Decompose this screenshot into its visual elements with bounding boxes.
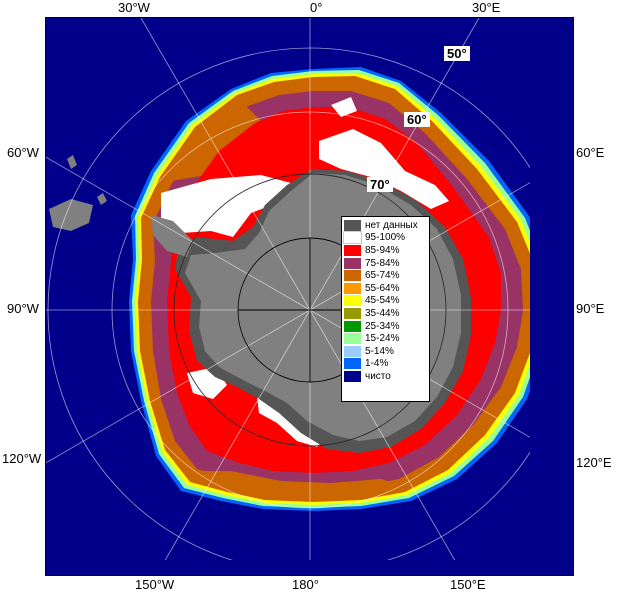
legend-label: 55-64% bbox=[365, 282, 400, 294]
lon-label-90w-left: 90°W bbox=[7, 301, 39, 316]
legend-item: 55-64% bbox=[344, 282, 429, 295]
legend-swatch bbox=[343, 231, 362, 245]
lat-label-50: 50° bbox=[444, 46, 470, 61]
graticule bbox=[46, 18, 530, 560]
lon-label-150e-bottom: 150°E bbox=[450, 577, 486, 592]
legend-swatch bbox=[344, 295, 361, 307]
legend-label: чисто bbox=[365, 370, 391, 382]
south-america-fragment bbox=[49, 199, 93, 231]
legend-swatch bbox=[344, 333, 361, 345]
legend-label: 95-100% bbox=[365, 232, 406, 244]
legend-item: 1-4% bbox=[344, 358, 429, 371]
antarctic-peninsula bbox=[151, 215, 193, 257]
legend-item: 75-84% bbox=[344, 257, 429, 270]
concentration-legend: нет данных 95-100% 85-94% 75-84% 65-74% 55-64… bbox=[341, 216, 430, 402]
legend-swatch bbox=[344, 370, 361, 382]
map-frame bbox=[45, 17, 574, 576]
legend-label: нет данных bbox=[365, 219, 418, 231]
lon-label-150w-bottom: 150°W bbox=[135, 577, 175, 592]
lon-label-30e-top: 30°E bbox=[472, 0, 501, 15]
lat-label-60: 60° bbox=[404, 112, 430, 127]
legend-swatch bbox=[344, 307, 361, 319]
ice-patch-65-74-south bbox=[201, 471, 401, 493]
lon-label-0-top: 0° bbox=[310, 0, 323, 15]
ice-patch-95-100-east bbox=[319, 129, 449, 209]
legend-swatch bbox=[344, 257, 361, 269]
legend-label: 1-4% bbox=[365, 358, 389, 370]
legend-swatch bbox=[344, 244, 361, 256]
lat-label-70: 70° bbox=[367, 177, 393, 192]
lon-label-180-bottom: 180° bbox=[292, 577, 319, 592]
legend-swatch bbox=[344, 282, 361, 294]
legend-label: 85-94% bbox=[365, 244, 400, 256]
ice-patch-65-74-northwest bbox=[171, 101, 261, 181]
legend-item: 65-74% bbox=[344, 269, 429, 282]
legend-label: 45-54% bbox=[365, 295, 400, 307]
legend-swatch bbox=[344, 219, 361, 231]
inner-graticule bbox=[173, 173, 447, 447]
legend-swatch bbox=[344, 320, 361, 332]
legend-label: 35-44% bbox=[365, 307, 400, 319]
lon-label-120w-left: 120°W bbox=[2, 451, 42, 466]
ice-patch-95-100-weddell bbox=[161, 175, 291, 237]
lon-label-60e-right: 60°E bbox=[576, 145, 605, 160]
legend-label: 15-24% bbox=[365, 333, 400, 345]
sea-ice-map bbox=[46, 18, 530, 560]
legend-item: 45-54% bbox=[344, 295, 429, 308]
legend-label: 65-74% bbox=[365, 270, 400, 282]
legend-label: 5-14% bbox=[365, 345, 394, 357]
lon-label-30w-top: 30°W bbox=[118, 0, 150, 15]
legend-item: 85-94% bbox=[344, 244, 429, 257]
legend-item: нет данных bbox=[344, 219, 429, 232]
legend-item: 15-24% bbox=[344, 332, 429, 345]
lon-label-60w-left: 60°W bbox=[7, 145, 39, 160]
ice-patch-95-100-small bbox=[331, 97, 357, 117]
legend-item: чисто bbox=[344, 370, 429, 383]
legend-label: 75-84% bbox=[365, 257, 400, 269]
legend-swatch bbox=[344, 270, 361, 282]
legend-item: 25-34% bbox=[344, 320, 429, 333]
lon-label-90e-right: 90°E bbox=[576, 301, 605, 316]
lon-label-120e-right: 120°E bbox=[576, 455, 612, 470]
legend-swatch bbox=[344, 345, 361, 357]
south-america-islands bbox=[67, 155, 107, 205]
legend-swatch bbox=[344, 358, 361, 370]
legend-item: 35-44% bbox=[344, 307, 429, 320]
legend-item: 5-14% bbox=[344, 345, 429, 358]
legend-label: 25-34% bbox=[365, 320, 400, 332]
legend-item: 95-100% bbox=[343, 231, 429, 245]
